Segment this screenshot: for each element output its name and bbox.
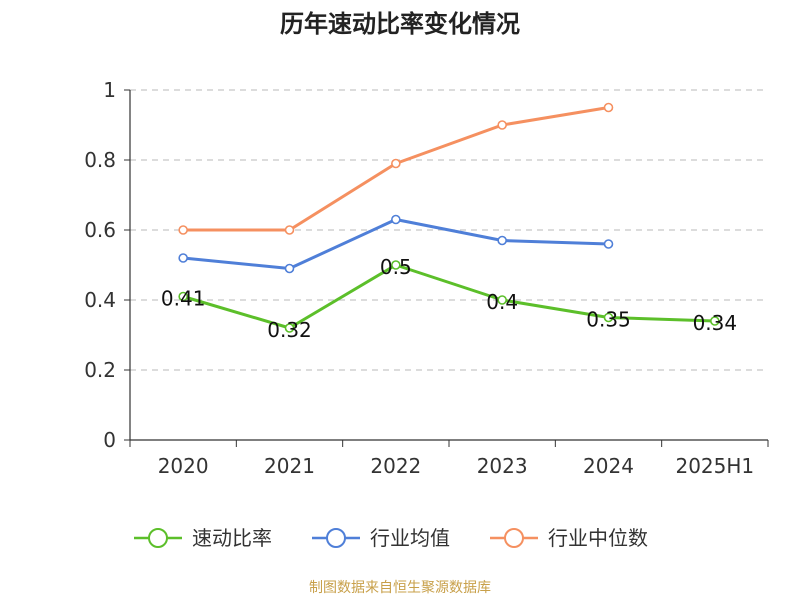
y-tick-label: 0.2: [84, 358, 116, 382]
data-point: [178, 253, 188, 263]
legend-marker: [326, 528, 346, 548]
data-label: 0.35: [586, 308, 631, 332]
series-line-2: [183, 106, 609, 232]
data-point: [603, 239, 614, 249]
x-tick-label: 2023: [477, 454, 528, 478]
data-point: [710, 316, 720, 326]
legend-marker: [504, 528, 524, 548]
data-label: 0.5: [380, 255, 412, 279]
legend-item: 行业均值: [312, 526, 450, 550]
series-line-0: [182, 263, 715, 330]
y-tick-label: 0: [103, 428, 116, 452]
legend-label: 速动比率: [192, 526, 272, 550]
data-point: [391, 158, 401, 169]
data-point: [603, 102, 614, 113]
legend-marker: [148, 528, 168, 548]
data-label: 0.34: [693, 311, 738, 335]
series-layer: 0.41 0.32 0.5 0.4 0.35 0.34: [161, 102, 738, 342]
data-point: [178, 225, 188, 235]
data-point: [391, 260, 401, 270]
data-point: [603, 312, 614, 323]
data-point: [284, 225, 295, 235]
data-point: [284, 263, 295, 274]
data-point: [178, 291, 188, 302]
data-label: 0.41: [161, 287, 206, 311]
data-point: [391, 214, 401, 225]
legend-item: 行业中位数: [490, 526, 648, 550]
x-tick-label: 2024: [583, 454, 634, 478]
legend: 速动比率 行业均值 行业中位数: [134, 526, 648, 550]
x-tick-label: 2020: [158, 454, 209, 478]
axes: 0 0.2 0.4 0.6 0.8 1 2020 2021 2022 2023 2024 2025H1: [84, 78, 769, 478]
y-tick-label: 1: [103, 78, 116, 102]
x-tick-label: 2025H1: [675, 454, 754, 478]
x-tick-label: 2022: [370, 454, 421, 478]
source-note: 制图数据来自恒生聚源数据库: [309, 580, 491, 596]
data-point: [497, 235, 507, 246]
legend-item: 速动比率: [134, 526, 272, 550]
data-point: [497, 120, 507, 130]
y-tick-label: 0.4: [84, 288, 116, 312]
data-label: 0.32: [267, 318, 312, 342]
y-tick-label: 0.6: [84, 218, 116, 242]
legend-label: 行业均值: [370, 526, 450, 550]
x-tick-label: 2021: [264, 454, 315, 478]
data-point: [284, 323, 295, 333]
chart-title: 历年速动比率变化情况: [280, 10, 520, 38]
data-label: 0.4: [486, 290, 518, 314]
legend-label: 行业中位数: [548, 526, 648, 550]
data-point: [497, 295, 507, 305]
y-tick-label: 0.8: [84, 148, 116, 172]
